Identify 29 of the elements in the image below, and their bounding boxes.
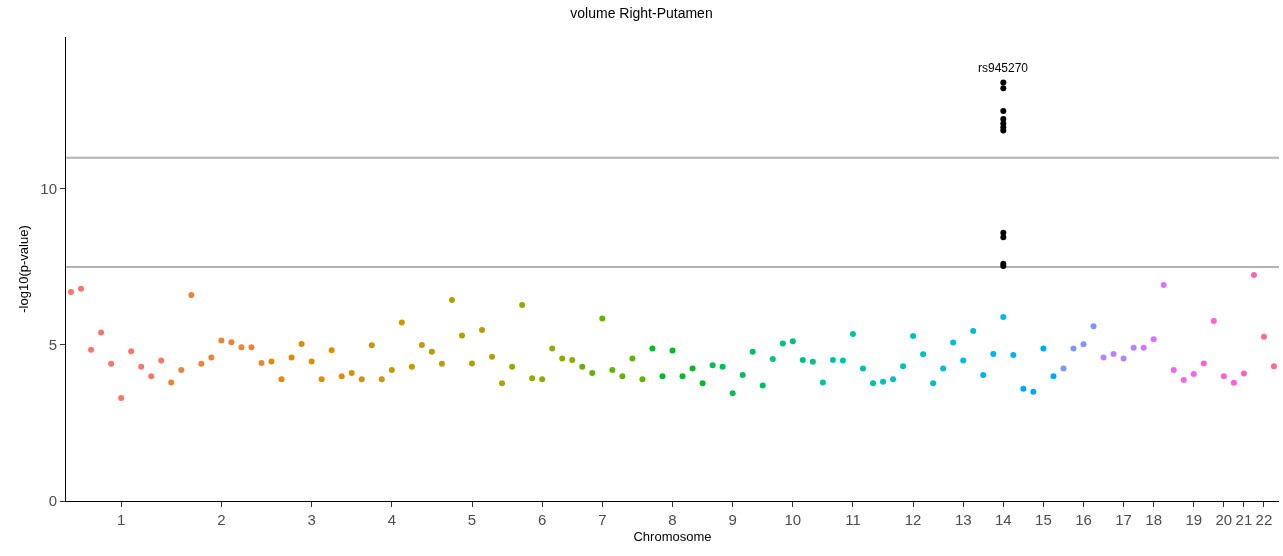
x-tick-label: 22: [1255, 511, 1273, 528]
x-tick-label: 13: [954, 511, 972, 528]
x-tick-label: 8: [668, 511, 677, 528]
x-tick-label: 10: [784, 511, 802, 528]
x-tick-label: 4: [387, 511, 396, 528]
x-tick-label: 2: [217, 511, 226, 528]
x-tick-label: 12: [904, 511, 922, 528]
x-tick-label: 11: [845, 511, 861, 528]
y-tick-label: 0: [48, 492, 57, 510]
x-tick-label: 21: [1235, 511, 1253, 528]
x-tick-label: 9: [728, 511, 737, 528]
x-tick-label: 3: [307, 511, 316, 528]
x-tick-label: 7: [598, 511, 607, 528]
x-tick-label: 19: [1185, 511, 1203, 528]
x-tick-label: 1: [116, 511, 126, 528]
y-axis-title: -log10(p-value): [16, 225, 32, 313]
annotation: rs945270: [978, 61, 1029, 75]
x-tick-label: 6: [538, 511, 547, 528]
x-tick-label: 15: [1035, 511, 1052, 528]
x-tick-label: 17: [1115, 511, 1132, 528]
x-axis-title: Chromosome: [633, 528, 712, 544]
y-tick-label: 5: [48, 336, 57, 354]
x-tick-label: 5: [467, 511, 477, 528]
y-tick-label: 10: [40, 180, 57, 198]
x-tick-label: 14: [994, 511, 1012, 528]
chart-title: volume Right-Putamen: [570, 5, 713, 22]
x-tick-label: 20: [1215, 511, 1233, 528]
x-tick-label: 18: [1145, 511, 1163, 528]
x-tick-label: 16: [1075, 511, 1092, 528]
